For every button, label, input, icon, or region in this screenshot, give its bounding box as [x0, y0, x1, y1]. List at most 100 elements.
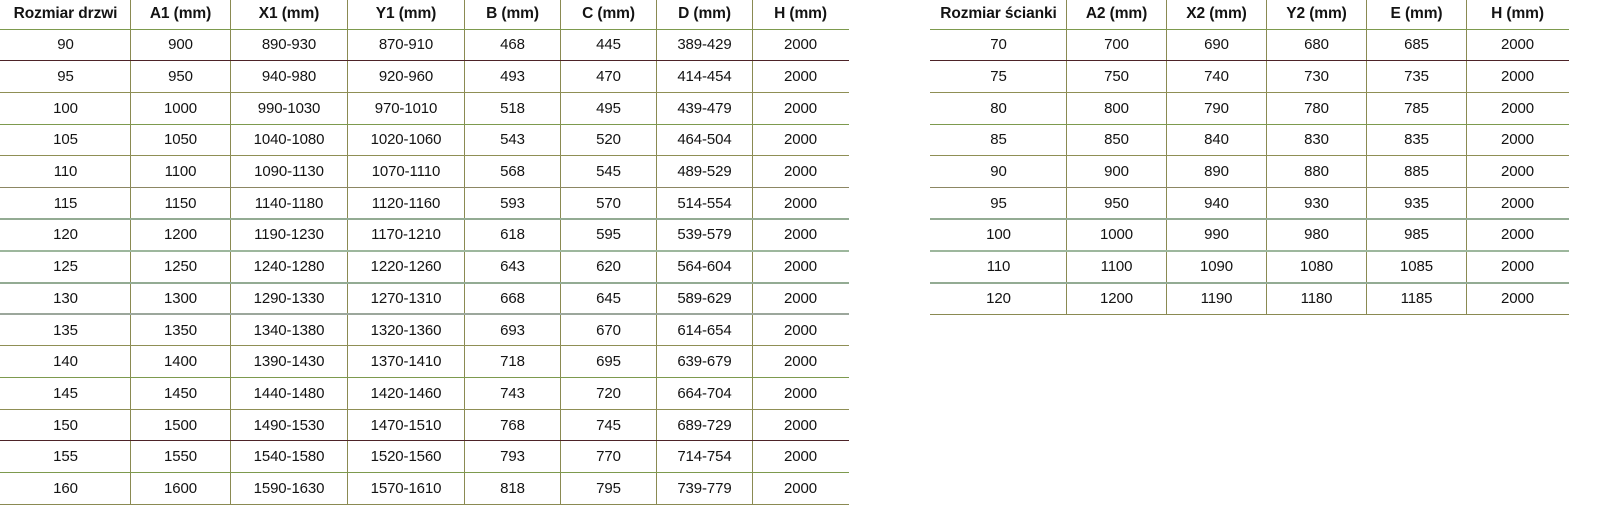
- table-cell: 1000: [1066, 219, 1167, 252]
- table-cell: 1080: [1266, 250, 1367, 284]
- table-cell: 730: [1266, 60, 1367, 93]
- table-cell: 668: [464, 282, 561, 316]
- row-size-label: 95: [0, 60, 131, 93]
- table-cell: 690: [1166, 29, 1267, 62]
- table-cell: 1440-1480: [230, 377, 348, 410]
- table-cell: 700: [1066, 29, 1167, 62]
- table-cell: 740: [1166, 60, 1267, 93]
- row-size-label: 110: [930, 250, 1067, 284]
- table-cell: 1240-1280: [230, 250, 348, 284]
- table-cell: 643: [464, 250, 561, 284]
- table-cell: 2000: [1466, 250, 1569, 284]
- row-size-label: 120: [930, 282, 1067, 315]
- row-size-label: 140: [0, 345, 131, 379]
- table-cell: 880: [1266, 155, 1367, 188]
- table-cell: 689-729: [656, 409, 753, 442]
- table-cell: 614-654: [656, 314, 753, 347]
- table-row: 110 1100 1090 1080 1085 2000: [930, 250, 1569, 284]
- table-cell: 920-960: [347, 60, 465, 93]
- table-cell: 940: [1166, 187, 1267, 221]
- row-size-label: 75: [930, 60, 1067, 93]
- row-size-label: 100: [930, 219, 1067, 252]
- row-size-label: 110: [0, 155, 131, 188]
- table-cell: 545: [560, 155, 657, 188]
- table-cell: 780: [1266, 92, 1367, 125]
- column-header-2: X2 (mm): [1166, 0, 1267, 30]
- table-cell: 1070-1110: [347, 155, 465, 188]
- table-cell: 2000: [752, 440, 849, 474]
- table-cell: 489-529: [656, 155, 753, 188]
- table-cell: 1570-1610: [347, 472, 465, 505]
- table-cell: 1120-1160: [347, 187, 465, 221]
- table-cell: 2000: [752, 409, 849, 442]
- table-row: 105 1050 1040-1080 1020-1060 543 520 464-504 20…: [0, 124, 849, 157]
- column-header-4: E (mm): [1366, 0, 1467, 30]
- row-size-label: 135: [0, 314, 131, 347]
- table-cell: 1000: [130, 92, 231, 125]
- table-cell: 840: [1166, 124, 1267, 157]
- table-cell: 518: [464, 92, 561, 125]
- table-cell: 1140-1180: [230, 187, 348, 221]
- table-cell: 568: [464, 155, 561, 188]
- wall-table-header: Rozmiar ścianki A2 (mm) X2 (mm) Y2 (mm) E (m…: [930, 0, 1569, 30]
- table-cell: 1500: [130, 409, 231, 442]
- table-cell: 1490-1530: [230, 409, 348, 442]
- table-cell: 2000: [1466, 124, 1569, 157]
- table-cell: 2000: [752, 219, 849, 252]
- table-row: 90 900 890-930 870-910 468 445 389-429 2000: [0, 29, 849, 62]
- table-cell: 1220-1260: [347, 250, 465, 284]
- table-cell: 2000: [752, 377, 849, 410]
- table-cell: 818: [464, 472, 561, 505]
- table-cell: 2000: [1466, 282, 1569, 315]
- table-cell: 990-1030: [230, 92, 348, 125]
- table-row: 130 1300 1290-1330 1270-1310 668 645 589-629 20…: [0, 282, 849, 316]
- table-cell: 1590-1630: [230, 472, 348, 505]
- table-cell: 890: [1166, 155, 1267, 188]
- table-cell: 445: [560, 29, 657, 62]
- table-cell: 800: [1066, 92, 1167, 125]
- row-size-label: 100: [0, 92, 131, 125]
- table-cell: 514-554: [656, 187, 753, 221]
- table-cell: 1100: [130, 155, 231, 188]
- table-row: 85 850 840 830 835 2000: [930, 124, 1569, 157]
- table-row: 110 1100 1090-1130 1070-1110 568 545 489-529 20…: [0, 155, 849, 188]
- table-row: 95 950 940-980 920-960 493 470 414-454 2000: [0, 60, 849, 93]
- table-cell: 389-429: [656, 29, 753, 62]
- table-cell: 1185: [1366, 282, 1467, 315]
- table-cell: 670: [560, 314, 657, 347]
- table-cell: 2000: [752, 124, 849, 157]
- table-cell: 685: [1366, 29, 1467, 62]
- table-cell: 1470-1510: [347, 409, 465, 442]
- table-cell: 1100: [1066, 250, 1167, 284]
- table-cell: 950: [1066, 187, 1167, 221]
- door-size-table: Rozmiar drzwi A1 (mm) X1 (mm) Y1 (mm) B (mm)…: [0, 0, 849, 505]
- table-cell: 785: [1366, 92, 1467, 125]
- table-cell: 589-629: [656, 282, 753, 316]
- table-cell: 768: [464, 409, 561, 442]
- table-cell: 793: [464, 440, 561, 474]
- table-row: 115 1150 1140-1180 1120-1160 593 570 514-554 20…: [0, 187, 849, 221]
- table-cell: 718: [464, 345, 561, 379]
- table-cell: 720: [560, 377, 657, 410]
- table-cell: 2000: [1466, 155, 1569, 188]
- table-cell: 464-504: [656, 124, 753, 157]
- table-cell: 539-579: [656, 219, 753, 252]
- table-cell: 693: [464, 314, 561, 347]
- table-row: 75 750 740 730 735 2000: [930, 60, 1569, 93]
- header-row: Rozmiar ścianki A2 (mm) X2 (mm) Y2 (mm) E (m…: [930, 0, 1569, 30]
- table-cell: 1270-1310: [347, 282, 465, 316]
- table-row: 155 1550 1540-1580 1520-1560 793 770 714-754 20…: [0, 440, 849, 474]
- row-size-label: 155: [0, 440, 131, 474]
- table-cell: 695: [560, 345, 657, 379]
- table-cell: 495: [560, 92, 657, 125]
- table-cell: 1290-1330: [230, 282, 348, 316]
- table-row: 95 950 940 930 935 2000: [930, 187, 1569, 221]
- table-cell: 2000: [1466, 60, 1569, 93]
- column-header-0: Rozmiar drzwi: [0, 0, 131, 30]
- column-header-5: H (mm): [1466, 0, 1569, 30]
- row-size-label: 125: [0, 250, 131, 284]
- table-cell: 990: [1166, 219, 1267, 252]
- table-cell: 2000: [1466, 187, 1569, 221]
- table-cell: 2000: [752, 29, 849, 62]
- table-cell: 620: [560, 250, 657, 284]
